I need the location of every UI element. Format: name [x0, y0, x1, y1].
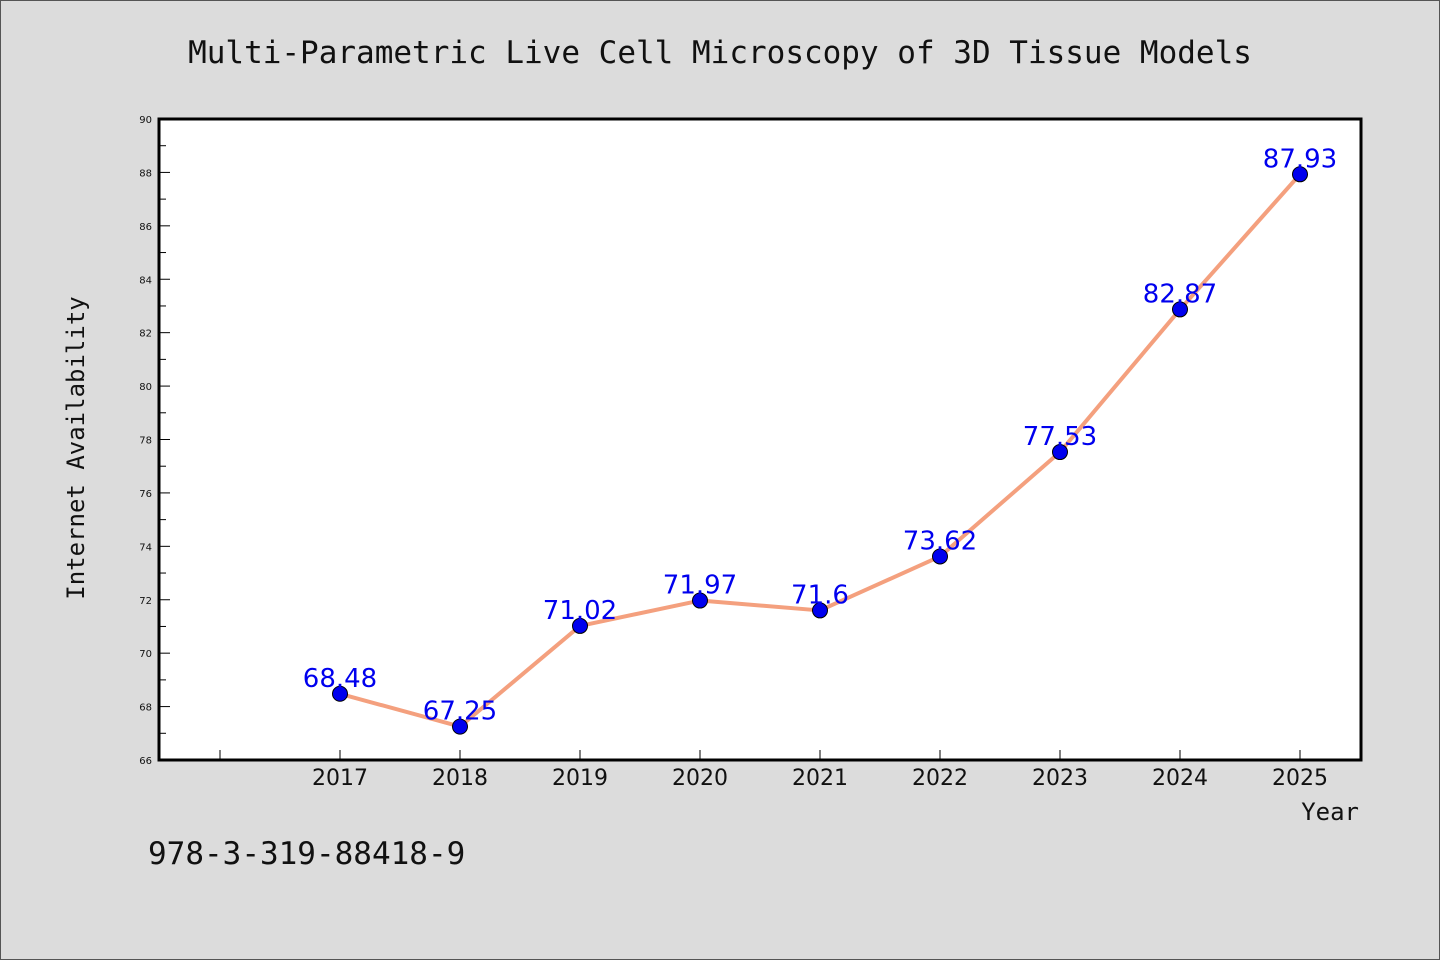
data-label: 73.62 [903, 526, 977, 556]
data-labels: 68.48 67.25 71.02 71.97 71.6 73.62 77.53 82.87 8… [303, 144, 1337, 726]
data-point [452, 718, 468, 735]
data-label: 71.97 [663, 571, 737, 601]
data-label: 71.02 [543, 596, 617, 626]
chart-title: Multi-Parametric Live Cell Microscopy of… [188, 35, 1252, 71]
data-point [932, 548, 948, 565]
data-label: 68.48 [303, 664, 377, 694]
y-tick-label: 74 [139, 542, 152, 553]
x-tick-label: 2020 [672, 766, 728, 791]
y-tick-label: 78 [139, 436, 152, 447]
data-point [332, 685, 348, 702]
plot-area [157, 117, 1363, 762]
data-label: 87.93 [1263, 144, 1337, 174]
y-tick-label: 70 [139, 649, 152, 660]
y-tick-label: 82 [139, 329, 152, 340]
data-point [1052, 444, 1068, 461]
y-axis-label: Internet Availability [62, 296, 90, 599]
data-point [692, 592, 708, 609]
data-point [1172, 301, 1188, 318]
x-tick-label: 2023 [1032, 766, 1088, 791]
y-tick-label: 76 [139, 489, 152, 500]
y-tick-label: 86 [139, 222, 152, 233]
x-axis: 2017 2018 2019 2020 2021 2022 2023 2024 2025 [219, 750, 1328, 791]
x-tick-label: 2024 [1152, 766, 1208, 791]
data-label: 71.6 [791, 580, 849, 610]
x-tick-label: 2017 [312, 766, 368, 791]
x-tick-label: 2019 [552, 766, 608, 791]
y-tick-label: 80 [139, 382, 152, 393]
y-tick-label: 90 [139, 115, 152, 126]
y-tick-label: 88 [139, 168, 152, 179]
data-label: 77.53 [1023, 422, 1097, 452]
x-tick-label: 2025 [1272, 766, 1328, 791]
y-tick-label: 84 [139, 275, 152, 286]
x-tick-label: 2022 [912, 766, 968, 791]
y-tick-label: 68 [139, 703, 152, 714]
isbn-footnote: 978-3-319-88418-9 [148, 836, 465, 872]
y-axis: 66 68 70 72 74 76 78 80 82 84 86 88 90 [139, 115, 170, 767]
data-label: 82.87 [1143, 279, 1217, 309]
y-tick-label: 72 [139, 596, 152, 607]
x-tick-label: 2018 [432, 766, 488, 791]
y-tick-label: 66 [139, 756, 152, 767]
data-point [812, 602, 828, 619]
x-axis-label: Year [1301, 798, 1359, 826]
x-tick-label: 2021 [792, 766, 848, 791]
data-label: 67.25 [423, 697, 497, 727]
series-markers [332, 166, 1308, 735]
data-point [1292, 166, 1308, 183]
data-point [572, 617, 588, 634]
